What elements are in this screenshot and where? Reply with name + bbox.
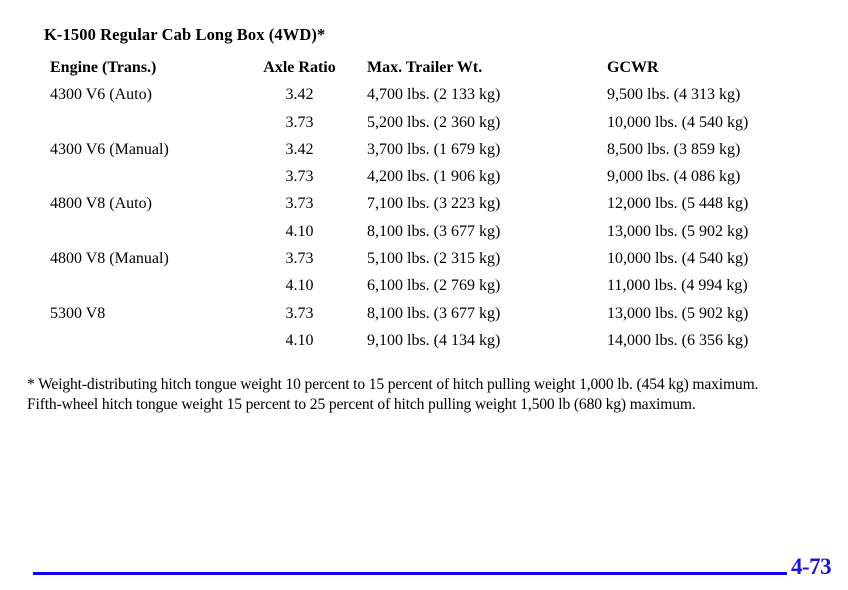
trailer-cell: 4,200 lbs. (1 906 kg) <box>367 168 501 186</box>
gcwr-cell: 12,000 lbs. (5 448 kg) <box>607 195 749 213</box>
trailer-cell: 4,700 lbs. (2 133 kg) <box>367 86 501 104</box>
table-row: 4800 V8 (Auto) 3.73 7,100 lbs. (3 223 kg… <box>50 190 848 217</box>
engine-cell: 4800 V8 (Manual) <box>50 250 169 268</box>
trailer-cell: 8,100 lbs. (3 677 kg) <box>367 222 501 240</box>
engine-cell <box>50 163 263 190</box>
gcwr-cell: 13,000 lbs. (5 902 kg) <box>607 304 749 322</box>
footer-rule <box>33 572 787 575</box>
column-header-gcwr: GCWR <box>607 59 659 76</box>
gcwr-cell: 9,500 lbs. (4 313 kg) <box>607 86 741 104</box>
engine-cell <box>50 272 263 299</box>
table-row: 4300 V6 (Manual) 3.42 3,700 lbs. (1 679 … <box>50 136 848 163</box>
engine-cell: 4800 V8 (Auto) <box>50 195 152 213</box>
table-row: 5300 V8 3.73 8,100 lbs. (3 677 kg) 13,00… <box>50 300 848 327</box>
trailer-cell: 8,100 lbs. (3 677 kg) <box>367 304 501 322</box>
axle-cell: 3.73 <box>285 168 314 186</box>
gcwr-cell: 14,000 lbs. (6 356 kg) <box>607 331 749 349</box>
section-title: K-1500 Regular Cab Long Box (4WD)* <box>44 25 326 44</box>
axle-cell: 3.42 <box>285 86 314 104</box>
trailer-cell: 5,200 lbs. (2 360 kg) <box>367 113 501 131</box>
trailer-cell: 9,100 lbs. (4 134 kg) <box>367 331 501 349</box>
engine-cell <box>50 327 263 354</box>
table-row: 4.10 6,100 lbs. (2 769 kg) 11,000 lbs. (… <box>50 272 848 299</box>
engine-cell <box>50 218 263 245</box>
towing-spec-table: Engine (Trans.) Axle Ratio Max. Trailer … <box>50 54 848 354</box>
trailer-cell: 3,700 lbs. (1 679 kg) <box>367 140 501 158</box>
axle-cell: 4.10 <box>285 222 314 240</box>
engine-cell <box>50 109 263 136</box>
column-header-axle: Axle Ratio <box>263 59 336 76</box>
table-row: 4.10 9,100 lbs. (4 134 kg) 14,000 lbs. (… <box>50 327 848 354</box>
footnote-line-2: Fifth-wheel hitch tongue weight 15 perce… <box>27 395 696 413</box>
axle-cell: 3.73 <box>285 304 314 322</box>
column-header-engine: Engine (Trans.) <box>50 59 157 76</box>
trailer-cell: 5,100 lbs. (2 315 kg) <box>367 250 501 268</box>
footnote-line-1: * Weight-distributing hitch tongue weigh… <box>27 376 759 394</box>
axle-cell: 3.73 <box>285 250 314 268</box>
gcwr-cell: 13,000 lbs. (5 902 kg) <box>607 222 749 240</box>
column-header-trailer: Max. Trailer Wt. <box>367 59 483 76</box>
footnote: * Weight-distributing hitch tongue weigh… <box>27 375 848 414</box>
trailer-cell: 7,100 lbs. (3 223 kg) <box>367 195 501 213</box>
axle-cell: 3.73 <box>285 113 314 131</box>
gcwr-cell: 9,000 lbs. (4 086 kg) <box>607 168 741 186</box>
engine-cell: 5300 V8 <box>50 304 106 322</box>
table-row: 4300 V6 (Auto) 3.42 4,700 lbs. (2 133 kg… <box>50 81 848 108</box>
gcwr-cell: 10,000 lbs. (4 540 kg) <box>607 113 749 131</box>
engine-cell: 4300 V6 (Auto) <box>50 86 152 104</box>
engine-cell: 4300 V6 (Manual) <box>50 140 169 158</box>
axle-cell: 4.10 <box>285 277 314 295</box>
table-row: 4800 V8 (Manual) 3.73 5,100 lbs. (2 315 … <box>50 245 848 272</box>
axle-cell: 3.42 <box>285 140 314 158</box>
axle-cell: 4.10 <box>285 331 314 349</box>
gcwr-cell: 11,000 lbs. (4 994 kg) <box>607 277 748 295</box>
trailer-cell: 6,100 lbs. (2 769 kg) <box>367 277 501 295</box>
gcwr-cell: 8,500 lbs. (3 859 kg) <box>607 140 741 158</box>
page-number: 4-73 <box>791 554 832 579</box>
table-row: 3.73 5,200 lbs. (2 360 kg) 10,000 lbs. (… <box>50 109 848 136</box>
manual-page: K-1500 Regular Cab Long Box (4WD)* Engin… <box>0 25 848 579</box>
gcwr-cell: 10,000 lbs. (4 540 kg) <box>607 250 749 268</box>
table-header-row: Engine (Trans.) Axle Ratio Max. Trailer … <box>50 54 848 81</box>
table-row: 4.10 8,100 lbs. (3 677 kg) 13,000 lbs. (… <box>50 218 848 245</box>
axle-cell: 3.73 <box>285 195 314 213</box>
table-row: 3.73 4,200 lbs. (1 906 kg) 9,000 lbs. (4… <box>50 163 848 190</box>
